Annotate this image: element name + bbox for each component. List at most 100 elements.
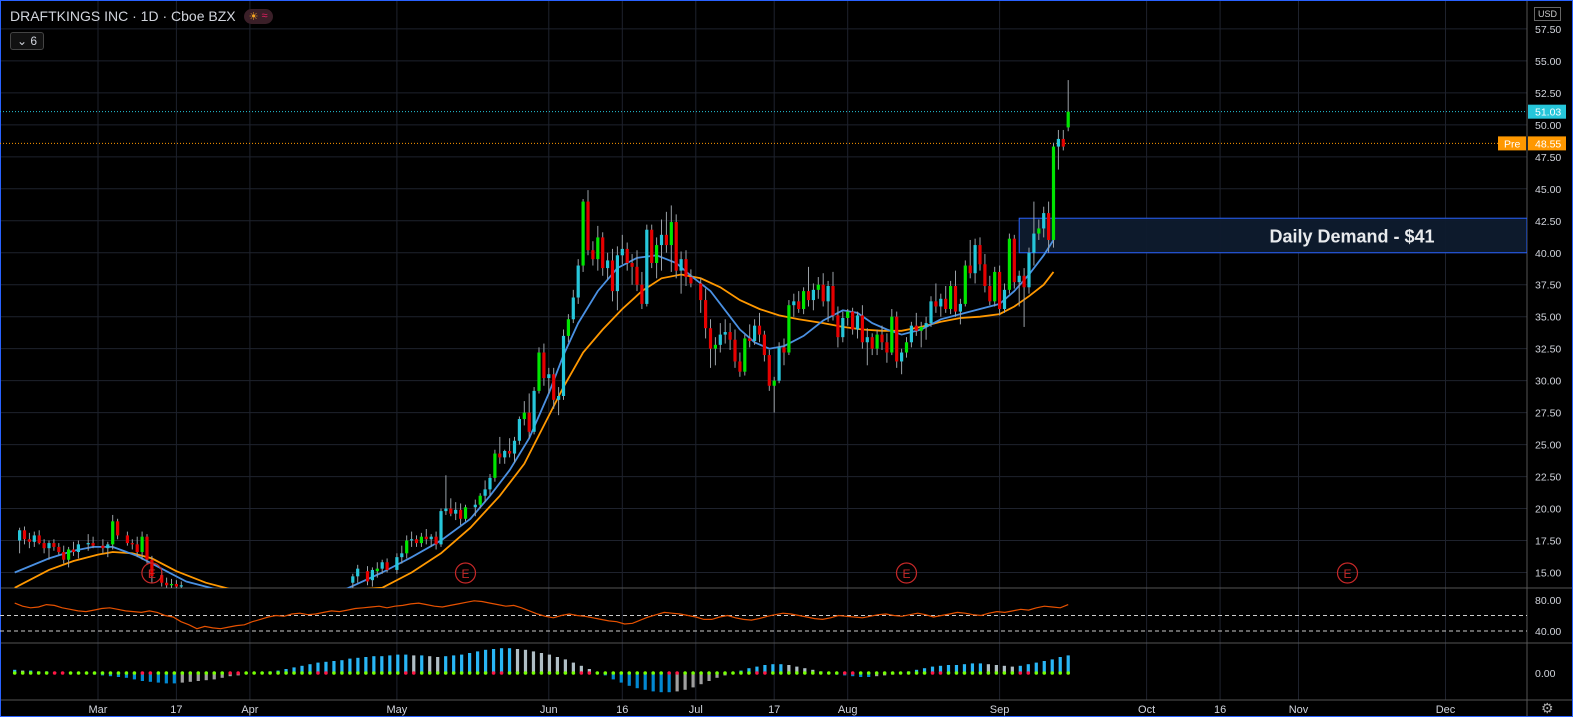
candle-body (483, 489, 487, 496)
candle (934, 283, 938, 313)
squeeze-dot (954, 671, 959, 675)
candle (816, 277, 820, 299)
squeeze-dot (539, 671, 544, 675)
candle (669, 205, 673, 272)
candle-body (767, 355, 771, 386)
squeeze-dot (340, 671, 344, 675)
candle-body (537, 352, 541, 391)
candle (508, 438, 512, 458)
histogram-bar (412, 655, 416, 673)
candle-body (532, 390, 536, 432)
candle-body (165, 582, 169, 586)
histogram-bar (1026, 664, 1030, 673)
candle-body (591, 250, 595, 260)
squeeze-dot (914, 671, 919, 675)
squeeze-dot (515, 671, 520, 675)
histogram-bar (946, 665, 951, 673)
sun-icon: ☀ (248, 10, 259, 23)
candle (963, 260, 967, 307)
squeeze-dot (683, 671, 687, 675)
candle-body (630, 262, 634, 267)
histogram-bar (172, 673, 176, 684)
candle (630, 254, 634, 285)
candle (645, 224, 649, 307)
candle (449, 498, 453, 517)
histogram-bar (1042, 661, 1046, 673)
squeeze-dot (268, 671, 272, 675)
histogram-bar (483, 649, 488, 673)
squeeze-dot (755, 671, 759, 675)
candle (498, 436, 502, 464)
squeeze-dot (395, 671, 400, 675)
time-tick-label: Dec (1436, 704, 1456, 716)
candle (459, 503, 463, 526)
candle (620, 234, 624, 265)
candle-body (130, 543, 134, 545)
squeeze-dot (435, 671, 440, 675)
squeeze-dot (603, 671, 608, 675)
candle (517, 416, 521, 445)
candle (527, 393, 531, 439)
price-tick-label: 35.00 (1535, 312, 1561, 324)
candle-body (135, 544, 139, 553)
candle-body (351, 576, 355, 583)
candle (400, 545, 404, 564)
candle-body (356, 568, 360, 577)
candle-body (1002, 289, 1007, 310)
time-tick-label: Sep (990, 704, 1010, 716)
histogram-bar (404, 654, 408, 673)
currency-label[interactable]: USD (1534, 7, 1562, 21)
candle-body (380, 562, 384, 569)
squeeze-dot (92, 671, 97, 675)
candle (655, 237, 659, 279)
squeeze-dot (547, 671, 552, 675)
squeeze-dot (1050, 671, 1055, 675)
candle-body (895, 316, 899, 362)
candle-body (797, 301, 801, 310)
candle-body (757, 325, 762, 335)
candle (596, 225, 600, 271)
candle (116, 518, 120, 540)
squeeze-dot (84, 671, 89, 675)
histogram-bar (707, 673, 711, 681)
chart-header: DRAFTKINGS INC · 1D · Cboe BZX ☀ ≈ (10, 8, 273, 24)
symbol-title[interactable]: DRAFTKINGS INC · 1D · Cboe BZX (10, 8, 236, 24)
price-tick-label: 25.00 (1535, 440, 1561, 452)
squeeze-dot (380, 671, 384, 675)
time-tick-label: 16 (1214, 704, 1226, 716)
candle (125, 531, 129, 546)
candle (542, 343, 546, 386)
chevron-down-icon: ⌄ (17, 34, 28, 48)
squeeze-dot (372, 671, 376, 675)
squeeze-dot (228, 671, 232, 675)
rsi-tick-label: 40.00 (1535, 626, 1561, 638)
candle-body (909, 325, 913, 343)
candle (978, 237, 982, 271)
candle-body (777, 347, 781, 381)
session-badge[interactable]: ☀ ≈ (243, 8, 273, 24)
squeeze-dot (659, 671, 663, 675)
price-tick-label: 40.00 (1535, 248, 1561, 260)
histogram-bar (571, 662, 575, 673)
squeeze-dot (731, 671, 735, 675)
candle (150, 555, 154, 583)
squeeze-dot (1018, 671, 1023, 675)
histogram-bar (316, 662, 320, 673)
squeeze-dot (1010, 671, 1015, 675)
squeeze-dot (826, 671, 831, 675)
candle-body (370, 569, 374, 581)
candle (1032, 201, 1036, 266)
histogram-bar (180, 673, 184, 683)
squeeze-dot (20, 671, 25, 675)
candle-body (645, 229, 649, 304)
collapse-indicators-button[interactable]: ⌄ 6 (10, 32, 45, 50)
candle (944, 286, 948, 313)
histogram-bar (515, 649, 520, 673)
candle (880, 325, 884, 350)
candle-body (816, 284, 820, 290)
candle (851, 307, 855, 335)
gear-icon[interactable]: ⚙ (1541, 700, 1554, 716)
candle (101, 539, 105, 554)
candle (797, 291, 801, 313)
